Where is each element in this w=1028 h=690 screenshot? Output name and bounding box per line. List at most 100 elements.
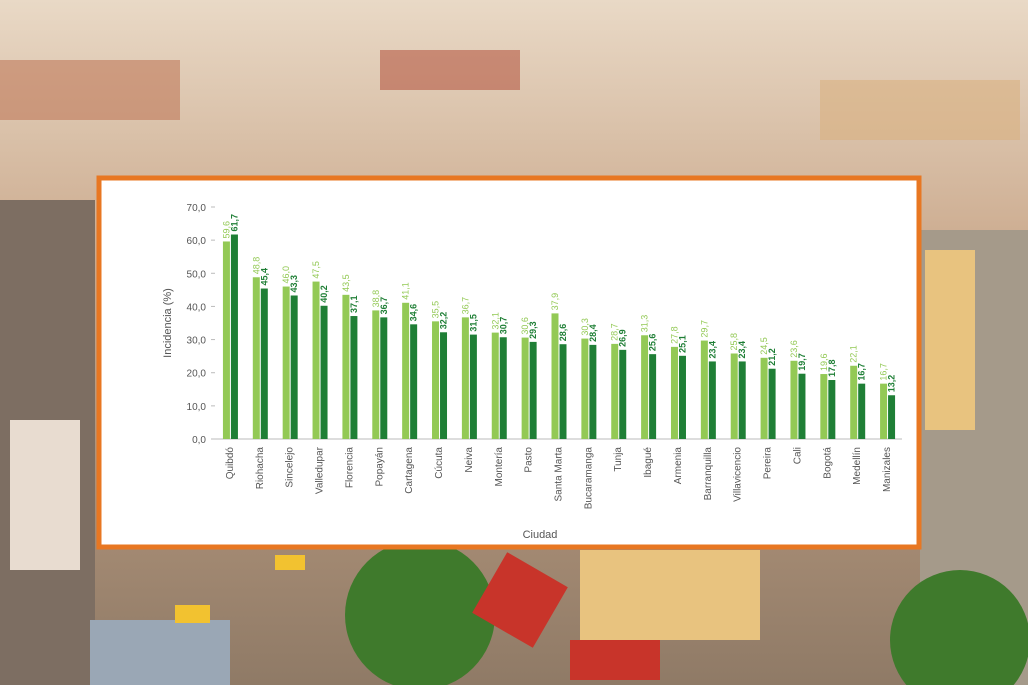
bar — [880, 383, 888, 439]
bar — [790, 360, 798, 439]
value-label: 28,4 — [588, 324, 598, 342]
x-tick-label: Bogotá — [822, 447, 833, 479]
value-label: 25,8 — [729, 333, 739, 351]
bar — [469, 334, 477, 439]
x-tick-label: Cúcuta — [434, 447, 445, 479]
x-tick-label: Popayán — [374, 447, 385, 486]
bar — [760, 357, 768, 439]
value-label: 61,7 — [229, 214, 239, 232]
bar — [888, 395, 896, 439]
bar — [858, 383, 866, 439]
value-label: 13,2 — [887, 375, 897, 393]
bar — [440, 332, 448, 439]
y-tick-label: 20,0 — [187, 369, 207, 380]
x-tick-label: Montería — [494, 447, 505, 487]
x-tick-label: Neiva — [464, 447, 475, 473]
bar — [499, 337, 507, 439]
bar — [461, 317, 469, 439]
value-label: 16,7 — [879, 363, 889, 381]
bar — [670, 346, 678, 439]
value-label: 46,0 — [281, 266, 291, 284]
value-label: 25,6 — [648, 334, 658, 352]
value-label: 40,2 — [319, 285, 329, 303]
bar — [252, 277, 260, 439]
bar — [410, 324, 418, 439]
value-label: 38,8 — [371, 290, 381, 308]
x-tick-label: Pereira — [763, 447, 774, 480]
x-tick-label: Valledupar — [315, 446, 326, 494]
x-tick-label: Manizales — [882, 447, 893, 492]
bar — [529, 341, 537, 439]
y-tick-label: 60,0 — [187, 236, 207, 247]
x-tick-label: Bucaramanga — [583, 447, 594, 510]
x-tick-label: Ibagué — [643, 447, 654, 478]
bar — [581, 338, 589, 439]
x-tick-label: Cali — [792, 447, 803, 464]
value-label: 29,7 — [699, 320, 709, 338]
value-label: 36,7 — [460, 297, 470, 315]
chart: Incidencia (%) Ciudad 0,0 10,0 20,0 30,0 40,… — [162, 203, 902, 541]
x-tick-label: Santa Marta — [554, 447, 565, 502]
x-tick-label: Riohacha — [255, 447, 266, 490]
x-tick-label: Sincelejo — [285, 447, 296, 488]
x-tick-label: Florencia — [344, 447, 355, 489]
bar — [380, 317, 388, 439]
bar — [260, 288, 268, 439]
value-label: 41,1 — [401, 282, 411, 300]
bar — [798, 373, 806, 439]
value-label: 31,5 — [468, 314, 478, 332]
value-label: 22,1 — [849, 345, 859, 363]
bar — [551, 313, 559, 439]
bar — [641, 335, 649, 439]
value-label: 31,3 — [640, 315, 650, 333]
x-axis-title: Ciudad — [523, 529, 558, 541]
bar — [372, 310, 380, 439]
y-tick-label: 30,0 — [187, 336, 207, 347]
x-tick-label: Pasto — [524, 447, 535, 473]
value-label: 43,5 — [341, 274, 351, 292]
value-label: 16,7 — [857, 363, 867, 381]
bar — [850, 365, 858, 439]
bar — [738, 361, 746, 439]
bar — [290, 295, 298, 439]
value-label: 19,6 — [819, 354, 829, 372]
x-tick-label: Cartagena — [404, 447, 415, 494]
value-label: 27,8 — [669, 326, 679, 344]
value-label: 24,5 — [759, 337, 769, 355]
bar — [700, 340, 708, 439]
bar — [619, 349, 627, 439]
bar — [649, 354, 657, 439]
value-label: 37,1 — [349, 296, 359, 314]
bar — [768, 368, 776, 439]
bar — [589, 344, 597, 439]
bar — [222, 241, 230, 439]
y-tick-label: 50,0 — [187, 269, 207, 280]
y-tick-label: 10,0 — [187, 402, 207, 413]
value-label: 34,6 — [409, 304, 419, 322]
bar — [230, 234, 238, 439]
value-label: 19,7 — [797, 353, 807, 371]
value-label: 45,4 — [259, 268, 269, 286]
bar — [521, 337, 529, 439]
value-label: 32,1 — [490, 312, 500, 330]
bar — [611, 343, 619, 439]
value-label: 26,9 — [618, 329, 628, 347]
value-label: 28,6 — [558, 324, 568, 342]
value-label: 35,5 — [431, 301, 441, 319]
value-label: 48,8 — [251, 257, 261, 275]
bar — [820, 374, 828, 439]
value-label: 43,3 — [289, 275, 299, 293]
x-tick-label: Villavicencio — [733, 447, 744, 502]
value-label: 25,1 — [677, 335, 687, 353]
bar — [342, 294, 350, 439]
bar — [402, 302, 410, 439]
bar — [559, 344, 567, 439]
value-label: 32,2 — [439, 312, 449, 330]
bar — [312, 281, 320, 439]
bar — [708, 361, 716, 439]
value-label: 21,2 — [767, 348, 777, 366]
value-label: 23,4 — [737, 341, 747, 359]
value-label: 29,3 — [528, 321, 538, 339]
